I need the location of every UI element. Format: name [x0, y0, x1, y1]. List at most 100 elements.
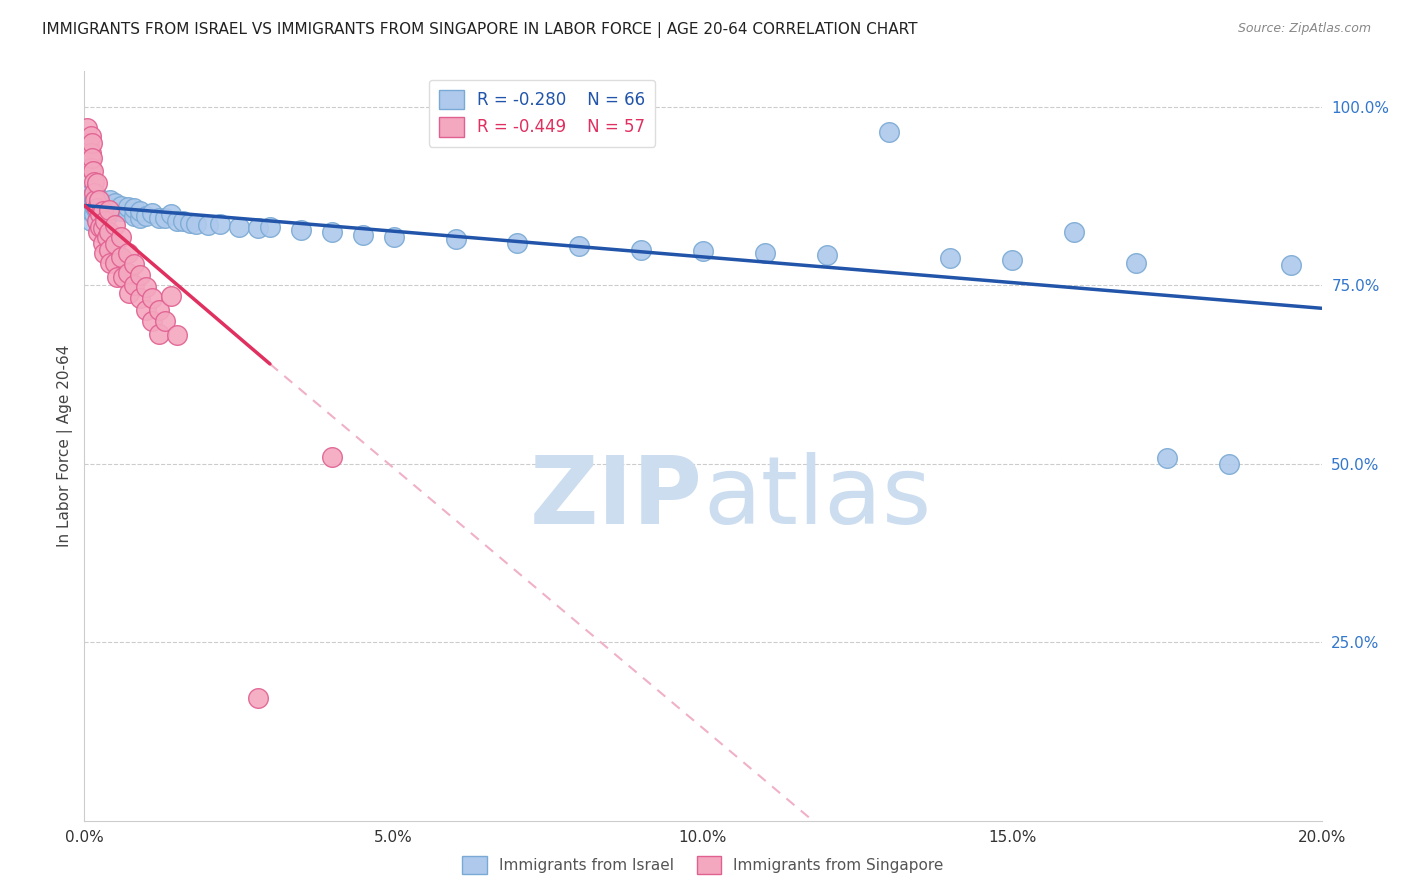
Point	[352, 228, 374, 243]
Point	[98, 255, 121, 269]
Point	[135, 303, 157, 318]
Point	[77, 150, 100, 164]
Point	[79, 146, 101, 161]
Point	[1156, 451, 1178, 466]
Point	[86, 177, 108, 191]
Point	[129, 291, 152, 305]
Point	[89, 219, 111, 234]
Point	[692, 244, 714, 259]
Point	[209, 217, 232, 231]
Point	[84, 193, 107, 207]
Text: Source: ZipAtlas.com: Source: ZipAtlas.com	[1237, 22, 1371, 36]
Point	[79, 161, 101, 175]
Point	[91, 207, 114, 221]
Point	[100, 203, 122, 218]
Point	[166, 214, 188, 228]
Point	[96, 200, 118, 214]
Point	[83, 186, 105, 200]
Point	[166, 328, 188, 343]
Point	[91, 221, 114, 235]
Point	[79, 203, 101, 218]
Point	[79, 214, 101, 228]
Point	[122, 202, 145, 216]
Point	[110, 198, 132, 212]
Point	[129, 268, 152, 283]
Point	[94, 214, 117, 228]
Point	[1279, 259, 1302, 273]
Point	[141, 291, 163, 305]
Point	[148, 326, 170, 341]
Legend: R = -0.280    N = 66, R = -0.449    N = 57: R = -0.280 N = 66, R = -0.449 N = 57	[429, 79, 655, 146]
Point	[83, 207, 105, 221]
Point	[83, 193, 105, 207]
Point	[506, 235, 529, 250]
Point	[104, 255, 127, 269]
Point	[98, 225, 121, 239]
Point	[110, 230, 132, 244]
Point	[118, 285, 141, 300]
Point	[89, 193, 111, 207]
Point	[1001, 253, 1024, 268]
Point	[290, 223, 312, 237]
Point	[122, 209, 145, 223]
Point	[79, 139, 101, 153]
Point	[76, 136, 98, 150]
Point	[141, 205, 163, 219]
Point	[87, 196, 110, 211]
Point	[94, 203, 117, 218]
Point	[135, 209, 157, 223]
Y-axis label: In Labor Force | Age 20-64: In Labor Force | Age 20-64	[58, 345, 73, 547]
Point	[148, 303, 170, 318]
Point	[135, 280, 157, 294]
Point	[111, 269, 134, 284]
Point	[110, 250, 132, 264]
Point	[98, 200, 121, 214]
Point	[93, 246, 115, 260]
Point	[104, 237, 127, 252]
Point	[86, 203, 108, 218]
Point	[89, 193, 111, 207]
Text: atlas: atlas	[703, 452, 931, 544]
Point	[117, 200, 139, 214]
Point	[87, 225, 110, 239]
Point	[321, 450, 343, 464]
Point	[98, 207, 121, 221]
Point	[246, 690, 269, 705]
Point	[939, 252, 962, 266]
Point	[568, 239, 591, 253]
Text: IMMIGRANTS FROM ISRAEL VS IMMIGRANTS FROM SINGAPORE IN LABOR FORCE | AGE 20-64 C: IMMIGRANTS FROM ISRAEL VS IMMIGRANTS FRO…	[42, 22, 918, 38]
Point	[96, 230, 118, 244]
Point	[91, 203, 114, 218]
Point	[117, 246, 139, 260]
Point	[630, 243, 652, 257]
Point	[86, 189, 108, 203]
Point	[91, 235, 114, 250]
Point	[122, 278, 145, 293]
Point	[104, 196, 127, 211]
Point	[89, 207, 111, 221]
Point	[105, 269, 128, 284]
Point	[93, 196, 115, 211]
Point	[79, 128, 101, 143]
Point	[76, 200, 98, 214]
Point	[148, 211, 170, 225]
Point	[122, 257, 145, 271]
Point	[79, 153, 101, 168]
Point	[110, 203, 132, 218]
Point	[160, 289, 183, 303]
Point	[172, 214, 194, 228]
Point	[98, 193, 121, 207]
Point	[98, 243, 121, 257]
Point	[815, 248, 838, 262]
Point	[877, 125, 900, 139]
Point	[82, 164, 104, 178]
Point	[321, 225, 343, 239]
Point	[104, 202, 127, 216]
Point	[117, 205, 139, 219]
Point	[86, 214, 108, 228]
Point	[82, 152, 104, 166]
Point	[1125, 255, 1147, 269]
Point	[104, 218, 127, 232]
Point	[76, 121, 98, 136]
Point	[1218, 457, 1240, 471]
